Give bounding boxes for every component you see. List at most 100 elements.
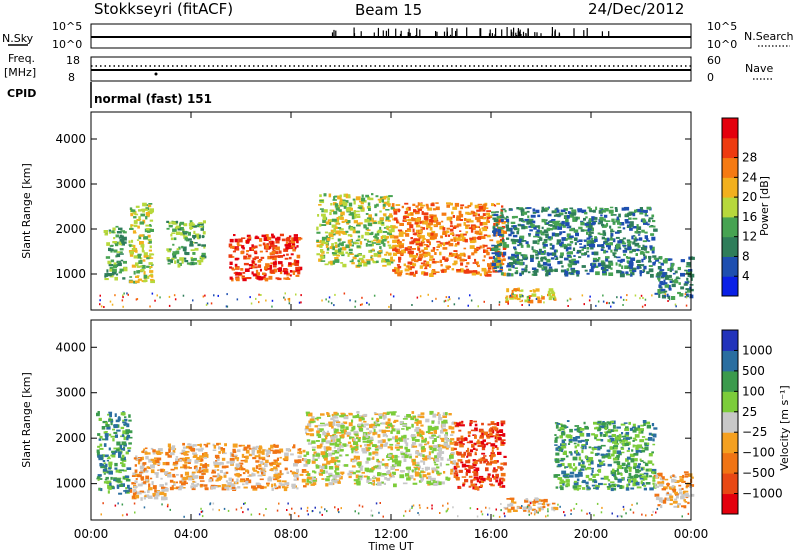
data-cell [665,284,669,288]
data-cell [615,209,618,212]
data-cell [145,476,149,479]
data-cell [383,207,386,210]
data-cell [353,472,356,475]
data-cell [495,440,498,442]
data-cell [312,470,315,472]
data-cell [176,474,179,476]
data-cell [588,229,590,232]
ground-scatter-cell [623,299,625,301]
data-cell [313,482,316,485]
data-cell [497,248,500,250]
data-cell [625,214,627,216]
data-cell [134,220,138,224]
data-cell [152,481,154,485]
data-cell [496,203,500,205]
data-cell [555,258,558,260]
data-cell [634,210,636,213]
data-cell [226,461,229,463]
data-cell [261,472,263,475]
data-cell [617,240,622,243]
data-cell [544,239,548,241]
data-cell [556,425,559,429]
data-cell [599,460,601,462]
data-cell [136,206,140,208]
data-cell [407,213,410,216]
colorbar-tick-label: 4 [742,269,750,283]
data-cell [498,437,502,440]
data-cell [138,484,143,487]
data-cell [532,268,537,271]
ground-scatter-cell [122,306,124,308]
data-cell [418,420,422,424]
data-cell [629,262,634,266]
data-cell [551,257,555,259]
data-cell [201,244,206,246]
data-cell [599,217,603,221]
data-cell [443,420,447,424]
data-cell [184,258,186,260]
data-cell [333,260,336,264]
data-cell [144,275,148,279]
data-cell [607,238,610,240]
data-cell [595,221,598,223]
data-cell [467,448,469,452]
data-cell [194,460,198,464]
data-cell [376,261,379,263]
data-cell [150,478,152,480]
nsky-tick-top: 10^5 [52,20,82,33]
data-cell [382,199,384,202]
beam-title: Beam 15 [355,1,422,19]
data-cell [602,237,605,240]
data-cell [140,269,144,272]
data-cell [420,227,422,229]
data-cell [421,250,424,253]
data-cell [335,444,339,447]
data-cell [112,241,117,243]
data-cell [278,473,283,475]
data-cell [528,271,531,273]
data-cell [443,429,447,432]
data-cell [367,476,370,480]
data-cell [422,239,425,242]
data-cell [283,254,285,256]
data-cell [426,239,429,241]
data-cell [140,491,143,493]
data-cell [649,217,654,219]
data-cell [653,434,657,438]
data-cell [125,476,129,479]
ground-scatter-cell [183,295,185,297]
data-cell [119,242,121,245]
data-cell [492,248,497,250]
data-cell [401,453,405,455]
data-cell [630,258,635,262]
data-cell [522,257,525,259]
data-cell [143,236,148,240]
y-tick-label: 2000 [55,222,86,236]
data-cell [118,416,120,419]
data-cell [616,237,620,239]
data-cell [506,298,509,301]
data-cell [610,267,612,269]
data-cell [658,266,662,270]
data-cell [150,220,153,222]
data-cell [604,208,609,212]
data-cell [197,260,201,262]
data-cell [207,443,211,445]
data-cell [135,495,139,499]
data-cell [631,449,633,451]
data-cell [359,417,364,419]
data-cell [456,462,459,465]
data-cell [491,203,494,206]
data-cell [427,455,431,458]
data-cell [145,448,148,450]
data-cell [245,481,248,485]
data-cell [607,439,610,442]
data-cell [453,460,457,463]
data-cell [339,455,341,457]
data-cell [500,463,504,465]
data-cell [447,477,450,481]
data-cell [651,469,656,471]
data-cell [319,200,323,202]
